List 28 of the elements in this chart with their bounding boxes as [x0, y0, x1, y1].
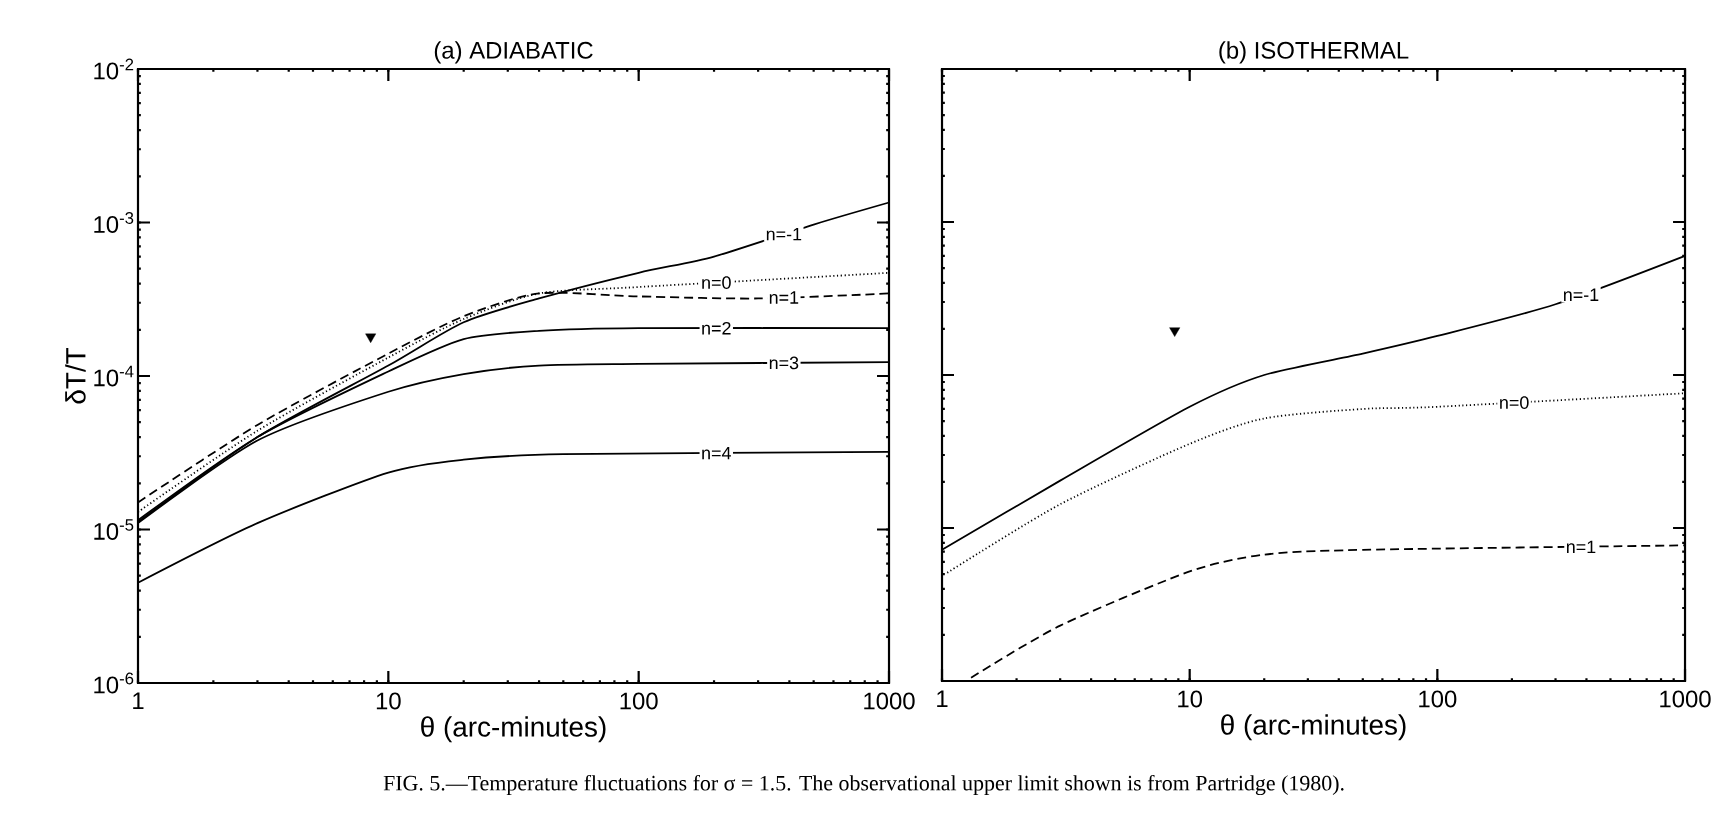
series-label: n=0 — [702, 276, 731, 289]
x-tick-label: 10 — [1178, 690, 1203, 708]
series-label: n=3 — [769, 356, 799, 370]
series-label: n=1 — [769, 291, 799, 304]
series-label: n=-1 — [1563, 288, 1599, 301]
x-tick-label: 100 — [620, 692, 658, 710]
y-tick-label: 10$^{-5}$ — [94, 519, 134, 540]
x-tick-label: 10 — [376, 692, 401, 710]
caption: FIG. 5.—Temperature fluctuations for σ = 1.5. The observational upper limit shown is from Partridge (1980). — [383, 774, 1344, 796]
x-axis-title: θ (arc-minutes) — [421, 716, 606, 743]
x-tick-label: 1 — [133, 692, 144, 709]
x-axis-title: θ (arc-minutes) — [1221, 714, 1406, 741]
series-label: n=2 — [702, 321, 731, 335]
y-tick-label: 10$^{-4}$ — [94, 365, 134, 387]
y-tick-label: 10$^{-3}$ — [94, 212, 134, 233]
series-label: n=1 — [1566, 540, 1596, 553]
y-tick-label: 10$^{-6}$ — [94, 672, 134, 694]
series-label: n=4 — [702, 446, 731, 460]
y-tick-label: 10$^{-2}$ — [94, 58, 134, 80]
x-tick-label: 1 — [937, 690, 948, 707]
y-axis-title: δT/T — [65, 347, 86, 404]
x-tick-label: 1000 — [864, 692, 915, 710]
x-tick-label: 100 — [1419, 690, 1457, 708]
x-tick-label: 1000 — [1660, 690, 1711, 708]
series-label: n=0 — [1500, 396, 1529, 409]
chart-title: (a) ADIABATIC — [434, 41, 593, 64]
chart-title: (b) ISOTHERMAL — [1219, 41, 1409, 64]
series-label: n=-1 — [766, 227, 802, 241]
